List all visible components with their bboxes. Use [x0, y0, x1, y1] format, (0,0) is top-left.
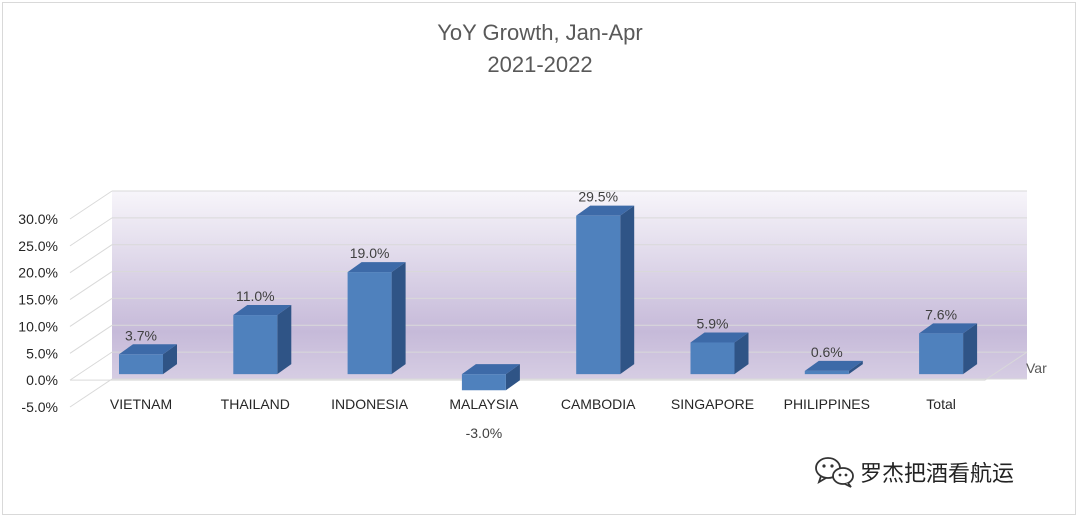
floor-side-edge: [984, 351, 1028, 381]
bar: [461, 364, 520, 391]
bar-top: [347, 262, 406, 273]
y-tick-label: -5.0%: [21, 399, 58, 415]
bar-side: [277, 305, 292, 375]
x-category-label: PHILIPPINES: [784, 396, 870, 412]
watermark: 罗杰把酒看航运: [815, 457, 1014, 488]
bar-top: [576, 205, 635, 216]
wechat-icon: [815, 457, 854, 488]
bar: [119, 344, 177, 375]
bar-front: [690, 342, 735, 375]
bar-front: [804, 370, 849, 375]
data-labels: 3.7% 11.0% 19.0% -3.0% 29.5% 5.9% 0.6% 7.6%: [125, 189, 957, 441]
side-gridline: [69, 324, 113, 354]
bar: [233, 305, 292, 375]
bar-side: [391, 262, 406, 375]
bar-side: [963, 323, 978, 375]
bar: [347, 262, 406, 375]
bar-side: [505, 364, 520, 391]
bar-top: [461, 364, 520, 375]
side-gridline: [69, 217, 113, 247]
y-tick-label: 0.0%: [26, 372, 58, 388]
side-gridline: [69, 351, 113, 381]
bar-front: [576, 215, 621, 375]
bar-front: [919, 333, 964, 375]
x-category-label: SINGAPORE: [671, 396, 754, 412]
bar-top: [690, 332, 749, 343]
chart-title: YoY Growth, Jan-Apr: [437, 20, 642, 45]
data-label: 29.5%: [578, 189, 618, 205]
x-category-label: VIETNAM: [110, 396, 172, 412]
bar: [576, 205, 635, 375]
chart-subtitle: 2021-2022: [487, 52, 592, 77]
plot-area: [112, 191, 1027, 379]
side-gridline: [69, 378, 113, 408]
bar-front: [461, 374, 506, 391]
bars: [119, 205, 978, 391]
x-category-label: THAILAND: [221, 396, 290, 412]
bar-top: [119, 344, 177, 355]
data-label: 5.9%: [697, 315, 729, 331]
data-label: 19.0%: [350, 245, 390, 261]
bar: [804, 360, 863, 375]
bar-front: [347, 272, 392, 375]
bar-side: [163, 344, 177, 375]
y-tick-label: 20.0%: [18, 265, 58, 281]
watermark-text: 罗杰把酒看航运: [860, 462, 1014, 487]
data-label: 0.6%: [811, 344, 843, 360]
legend-entry: Var: [1026, 360, 1047, 376]
y-tick-label: 15.0%: [18, 292, 58, 308]
bar-front: [119, 354, 163, 375]
x-category-label: CAMBODIA: [561, 396, 636, 412]
bar-side: [848, 360, 863, 375]
data-label: 3.7%: [125, 327, 157, 343]
bar-side: [620, 205, 635, 375]
bar-top: [233, 305, 292, 316]
y-tick-label: 25.0%: [18, 238, 58, 254]
y-tick-label: 30.0%: [18, 211, 58, 227]
data-label: 11.0%: [236, 288, 275, 304]
y-axis-ticks: 30.0% 25.0% 20.0% 15.0% 10.0% 5.0% 0.0% -5.0%: [18, 211, 58, 415]
back-wall: [112, 191, 1027, 379]
y-tick-label: 5.0%: [26, 345, 58, 361]
bar-side: [734, 332, 749, 375]
x-category-label: INDONESIA: [331, 396, 409, 412]
y-tick-label: 10.0%: [18, 318, 58, 334]
bar: [919, 323, 978, 375]
bar-top: [919, 323, 978, 334]
x-axis-categories: VIETNAM THAILAND INDONESIA MALAYSIA CAMBODIA…: [110, 396, 956, 412]
x-category-label: Total: [926, 396, 956, 412]
bar-top: [804, 360, 863, 371]
data-label: -3.0%: [466, 425, 503, 441]
bar: [690, 332, 749, 375]
bar-front: [233, 315, 278, 375]
side-gridline: [69, 190, 113, 220]
side-gridline: [69, 244, 113, 274]
x-category-label: MALAYSIA: [449, 396, 519, 412]
side-gridline: [69, 271, 113, 300]
data-label: 7.6%: [925, 306, 957, 322]
side-gridline: [69, 298, 113, 327]
